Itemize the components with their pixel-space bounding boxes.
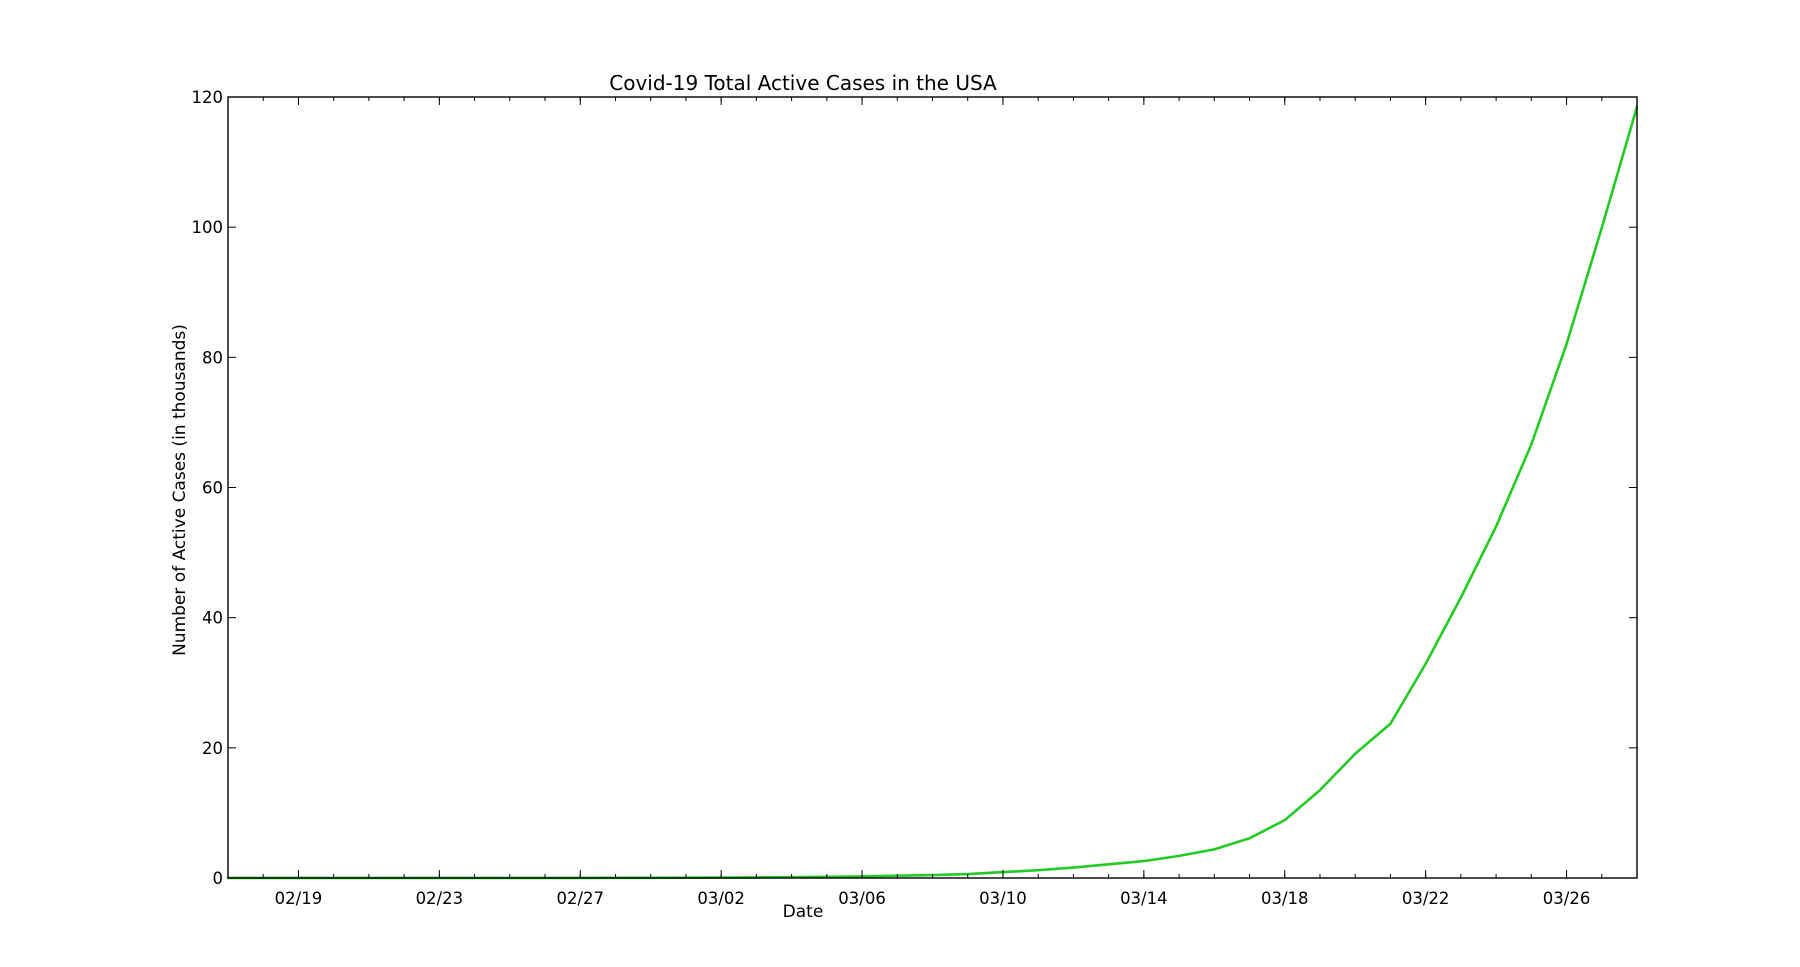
y-tick-label: 20	[202, 739, 223, 758]
y-tick-label: 80	[202, 348, 223, 367]
x-tick-label: 03/06	[838, 889, 886, 908]
y-tick-label: 60	[202, 479, 223, 498]
x-tick-label: 02/27	[556, 889, 604, 908]
y-tick-label: 120	[192, 88, 224, 107]
y-tick-label: 100	[192, 218, 224, 237]
y-axis-label: Number of Active Cases (in thousands)	[170, 324, 190, 656]
x-tick-label: 03/02	[697, 889, 745, 908]
x-axis-label: Date	[783, 902, 824, 922]
y-tick-label: 40	[202, 609, 223, 628]
chart-title: Covid-19 Total Active Cases in the USA	[609, 71, 997, 95]
x-tick-label: 03/26	[1543, 889, 1591, 908]
plot-area: 02/19 02/23 02/27 03/02 03/06 03/10 03/14 03/18…	[192, 88, 1639, 908]
x-tick-label: 03/14	[1120, 889, 1168, 908]
x-tick-label: 03/10	[979, 889, 1027, 908]
x-tick-label: 02/23	[416, 889, 464, 908]
x-tick-label: 02/19	[275, 889, 323, 908]
y-tick-label: 0	[213, 869, 224, 888]
x-tick-label: 03/18	[1261, 889, 1309, 908]
x-tick-label: 03/22	[1402, 889, 1450, 908]
